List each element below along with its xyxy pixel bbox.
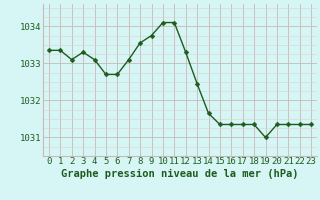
X-axis label: Graphe pression niveau de la mer (hPa): Graphe pression niveau de la mer (hPa) [61,169,299,179]
